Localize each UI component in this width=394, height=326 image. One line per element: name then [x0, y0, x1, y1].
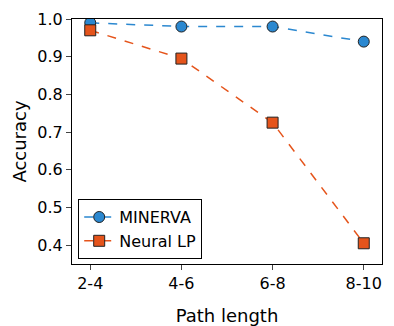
- svg-text:0.9: 0.9: [37, 47, 62, 66]
- svg-text:2-4: 2-4: [77, 274, 103, 293]
- svg-text:1.0: 1.0: [37, 10, 62, 29]
- svg-text:8-10: 8-10: [346, 274, 382, 293]
- svg-text:Path length: Path length: [176, 305, 279, 326]
- svg-text:6-8: 6-8: [260, 274, 286, 293]
- svg-text:Neural LP: Neural LP: [119, 232, 196, 251]
- svg-text:0.7: 0.7: [37, 123, 62, 142]
- svg-text:0.4: 0.4: [37, 236, 62, 255]
- svg-text:0.6: 0.6: [37, 160, 62, 179]
- svg-text:0.8: 0.8: [37, 85, 62, 104]
- svg-text:0.5: 0.5: [37, 198, 62, 217]
- svg-text:4-6: 4-6: [168, 274, 194, 293]
- svg-text:Accuracy: Accuracy: [9, 100, 30, 183]
- svg-text:MINERVA: MINERVA: [119, 208, 191, 227]
